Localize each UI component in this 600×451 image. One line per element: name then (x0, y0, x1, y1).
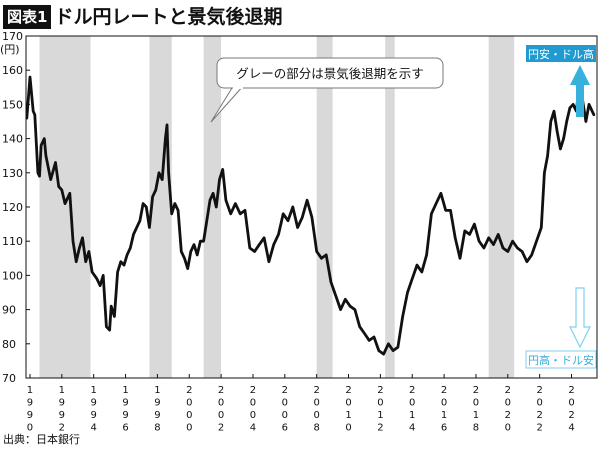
chart-title: 図表1 ドル円レートと景気後退期 (3, 4, 282, 30)
y-tick-label: 80 (2, 338, 16, 351)
exchange-rate-line (25, 75, 596, 356)
title-text: ドル円レートと景気後退期 (54, 6, 283, 28)
y-tick-label: 130 (2, 167, 23, 180)
up-label-box (526, 45, 596, 62)
y-tick-label: 160 (2, 64, 23, 77)
annotation-text: グレーの部分は景気後退期を示す (236, 66, 424, 81)
recession-band (149, 36, 172, 378)
recession-band (488, 36, 515, 378)
recession-annotation: グレーの部分は景気後退期を示す (210, 57, 444, 123)
down-arrow-icon (569, 287, 591, 349)
y-tick-label: 140 (2, 133, 23, 146)
up-arrow-icon (570, 65, 590, 117)
title-badge: 図表1 (3, 5, 52, 29)
source-note: 出典：日本銀行 (3, 433, 80, 446)
recession-band (316, 36, 333, 378)
y-tick-label: 150 (2, 98, 23, 111)
callout-pointer-mask (233, 86, 243, 89)
callout-pointer (210, 84, 245, 123)
callout-box (216, 57, 444, 89)
recession-band (39, 36, 91, 378)
y-tick-label: 170 (2, 30, 23, 43)
y-ticks: 70 80 90 100 110 120 130 140 150 160 170 (2, 30, 30, 385)
recession-band (385, 36, 395, 378)
down-label-box (525, 350, 597, 369)
y-tick-label: 70 (2, 372, 16, 385)
y-tick-label: 110 (2, 235, 23, 248)
down-label: 円高・ドル安 (528, 353, 594, 367)
y-tick-label: 120 (2, 201, 23, 214)
x-ticks: 1 9 9 0 1 9 9 2 1 9 9 4 1 9 9 6 1 9 9 8 2 0 0 0 2 0 0 2 2 0 0 4 2 0 0 6 2 0 0 8… (27, 374, 575, 434)
yen-strong-indicator: 円高・ドル安 (525, 287, 597, 369)
y-axis-unit: (円) (0, 43, 20, 56)
recession-bands (39, 36, 515, 378)
y-tick-label: 90 (2, 304, 16, 317)
yen-weak-indicator: 円安・ドル高 (526, 45, 596, 117)
recession-band (203, 36, 222, 378)
y-tick-label: 100 (2, 269, 23, 282)
up-label: 円安・ドル高 (528, 47, 594, 61)
